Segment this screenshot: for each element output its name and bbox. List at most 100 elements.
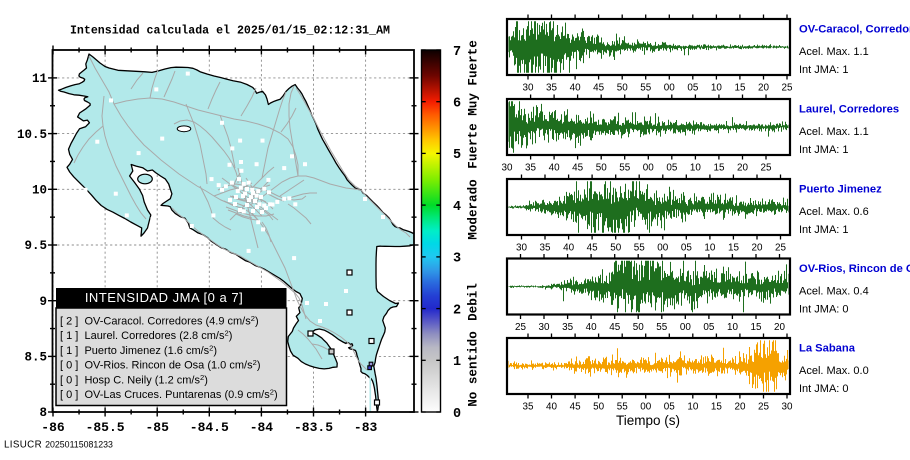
svg-text:55: 55 (619, 163, 630, 174)
svg-text:Intensidad calculada el 2025/0: Intensidad calculada el 2025/01/15_02:12… (70, 25, 390, 38)
svg-text:25: 25 (775, 243, 786, 254)
svg-text:25: 25 (515, 322, 526, 333)
svg-text:00: 00 (664, 83, 675, 94)
svg-text:15: 15 (751, 322, 762, 333)
svg-text:45: 45 (572, 163, 583, 174)
svg-text:10: 10 (32, 184, 47, 198)
svg-text:Int JMA: 0: Int JMA: 0 (799, 304, 849, 316)
svg-text:Int JMA: 1: Int JMA: 1 (799, 224, 849, 236)
svg-text:20: 20 (752, 243, 763, 254)
svg-text:Moderado: Moderado (467, 179, 481, 239)
svg-text:6: 6 (453, 97, 461, 112)
svg-text:[ 0 ] Hosp C. Neily (1.2 cm/s: [ 0 ] Hosp C. Neily (1.2 cm/s2) (60, 373, 208, 387)
svg-text:55: 55 (640, 83, 651, 94)
svg-text:35: 35 (562, 322, 573, 333)
svg-text:Fuerte: Fuerte (467, 123, 481, 168)
svg-text:25: 25 (758, 402, 769, 413)
svg-text:Acel. Max. 0.4: Acel. Max. 0.4 (799, 286, 869, 298)
svg-text:05: 05 (681, 243, 692, 254)
svg-text:1: 1 (453, 355, 461, 370)
svg-text:55: 55 (656, 322, 667, 333)
svg-text:Int JMA: 1: Int JMA: 1 (799, 144, 849, 156)
svg-text:10: 10 (711, 83, 722, 94)
svg-text:11: 11 (32, 72, 47, 86)
svg-text:30: 30 (782, 402, 793, 413)
svg-text:INTENSIDAD JMA [0 a 7]: INTENSIDAD JMA [0 a 7] (85, 290, 243, 305)
svg-text:Acel. Max. 1.1: Acel. Max. 1.1 (799, 46, 869, 58)
svg-text:7: 7 (453, 45, 461, 60)
svg-text:20: 20 (758, 83, 769, 94)
svg-text:[ 0 ] OV-Las Cruces. Puntaren: [ 0 ] OV-Las Cruces. Puntarenas (0.9 cm/… (60, 388, 278, 402)
svg-text:30: 30 (523, 83, 534, 94)
svg-text:55: 55 (617, 402, 628, 413)
svg-text:9: 9 (39, 295, 47, 309)
svg-text:35: 35 (546, 83, 557, 94)
svg-text:[ 0 ] OV-Rios. Rincon de Osa: [ 0 ] OV-Rios. Rincon de Osa (1.0 cm/s2) (60, 358, 260, 372)
svg-text:2: 2 (453, 303, 461, 318)
svg-text:8.5: 8.5 (24, 351, 47, 365)
svg-text:[ 1 ] Laurel. Corredores (2.8: [ 1 ] Laurel. Corredores (2.8 cm/s2) (60, 329, 232, 343)
svg-text:40: 40 (570, 83, 581, 94)
svg-text:0: 0 (453, 407, 461, 422)
svg-text:00: 00 (640, 402, 651, 413)
svg-text:20: 20 (735, 402, 746, 413)
svg-text:35: 35 (523, 402, 534, 413)
svg-text:[ 1 ] Puerto Jimenez (1.6 cm/: [ 1 ] Puerto Jimenez (1.6 cm/s2) (60, 343, 217, 357)
svg-text:-83: -83 (354, 420, 378, 435)
svg-text:Tiempo (s): Tiempo (s) (616, 413, 680, 428)
svg-text:No sentido: No sentido (467, 331, 481, 407)
svg-text:15: 15 (728, 243, 739, 254)
svg-text:40: 40 (563, 243, 574, 254)
svg-text:15: 15 (714, 163, 725, 174)
svg-text:50: 50 (596, 163, 607, 174)
svg-text:10: 10 (727, 322, 738, 333)
svg-text:30: 30 (516, 243, 527, 254)
svg-text:4: 4 (453, 200, 461, 215)
svg-text:45: 45 (587, 243, 598, 254)
svg-text:-84.5: -84.5 (190, 420, 229, 435)
svg-text:Debil: Debil (467, 283, 481, 321)
svg-text:45: 45 (570, 402, 581, 413)
svg-text:15: 15 (735, 83, 746, 94)
svg-text:05: 05 (687, 83, 698, 94)
svg-text:10: 10 (687, 402, 698, 413)
svg-text:-86: -86 (41, 420, 65, 435)
svg-text:45: 45 (593, 83, 604, 94)
svg-text:35: 35 (540, 243, 551, 254)
svg-text:00: 00 (657, 243, 668, 254)
svg-text:-85: -85 (145, 420, 169, 435)
svg-text:20: 20 (774, 322, 785, 333)
svg-text:45: 45 (609, 322, 620, 333)
svg-text:3: 3 (453, 252, 461, 267)
svg-text:5: 5 (453, 148, 461, 163)
svg-text:00: 00 (680, 322, 691, 333)
svg-text:40: 40 (549, 163, 560, 174)
svg-text:05: 05 (703, 322, 714, 333)
svg-text:05: 05 (666, 163, 677, 174)
svg-text:-83.5: -83.5 (294, 420, 333, 435)
svg-text:-84: -84 (250, 420, 274, 435)
svg-text:Int JMA: 1: Int JMA: 1 (799, 64, 849, 76)
svg-text:20: 20 (737, 163, 748, 174)
svg-text:05: 05 (664, 402, 675, 413)
svg-text:25: 25 (761, 163, 772, 174)
svg-text:9.5: 9.5 (24, 239, 47, 253)
svg-text:30: 30 (539, 322, 550, 333)
svg-text:40: 40 (586, 322, 597, 333)
svg-text:Muy Fuerte: Muy Fuerte (467, 40, 481, 116)
svg-text:-85.5: -85.5 (86, 420, 125, 435)
svg-text:Acel. Max. 1.1: Acel. Max. 1.1 (799, 126, 869, 138)
svg-text:50: 50 (617, 83, 628, 94)
svg-text:35: 35 (525, 163, 536, 174)
svg-text:Puerto Jimenez: Puerto Jimenez (799, 184, 882, 196)
svg-text:LISUCR 20250115081233: LISUCR 20250115081233 (4, 440, 113, 451)
svg-text:40: 40 (546, 402, 557, 413)
svg-text:Acel. Max. 0.6: Acel. Max. 0.6 (799, 206, 869, 218)
svg-text:50: 50 (610, 243, 621, 254)
svg-text:La Sabana: La Sabana (799, 343, 856, 355)
svg-text:8: 8 (39, 406, 47, 420)
svg-text:25: 25 (782, 83, 793, 94)
svg-text:Laurel, Corredores: Laurel, Corredores (799, 104, 899, 116)
svg-text:50: 50 (593, 402, 604, 413)
svg-text:55: 55 (634, 243, 645, 254)
